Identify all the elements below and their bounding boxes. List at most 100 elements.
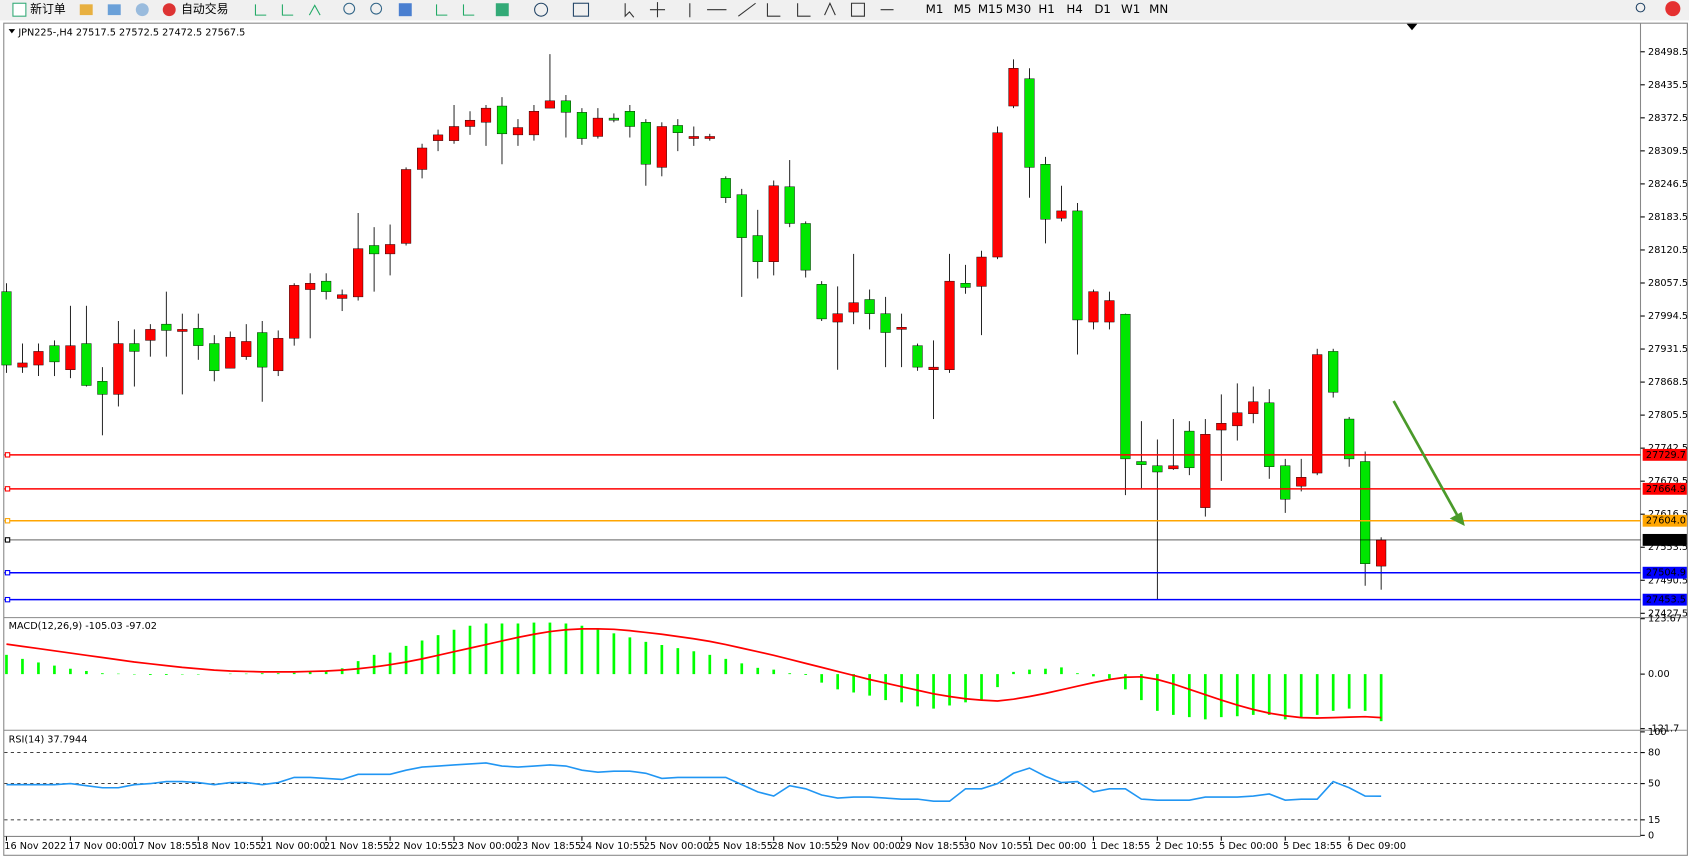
drawing-tools[interactable] bbox=[624, 1, 894, 18]
signal-line bbox=[6, 627, 1382, 719]
x-tick-label: 6 Dec 09:00 bbox=[1347, 841, 1406, 852]
candle-body bbox=[1328, 351, 1339, 393]
candle-body bbox=[800, 223, 811, 271]
menu-arrow[interactable] bbox=[8, 29, 16, 34]
candle-body bbox=[784, 186, 795, 224]
y-tick-label: -121.7 bbox=[1648, 724, 1679, 735]
price-line-handle bbox=[4, 570, 11, 576]
candle-body bbox=[1104, 300, 1115, 323]
candle-body bbox=[385, 244, 396, 255]
notifications[interactable] bbox=[1665, 1, 1681, 17]
candle-body bbox=[640, 122, 651, 165]
timeframe-button[interactable]: W1 bbox=[1121, 2, 1140, 16]
candle-body bbox=[1312, 354, 1323, 474]
candle-body bbox=[113, 343, 124, 395]
candle-body bbox=[992, 132, 1003, 258]
candle-body bbox=[1200, 434, 1211, 508]
price-label-box bbox=[1642, 482, 1687, 495]
candle-body bbox=[97, 381, 108, 395]
candle-body bbox=[401, 169, 412, 244]
timeframe-button[interactable]: D1 bbox=[1094, 2, 1111, 16]
candle-body bbox=[49, 345, 60, 363]
timeframe-button[interactable]: M1 bbox=[926, 2, 944, 16]
candle-body bbox=[81, 343, 92, 386]
rsi-title: RSI(14) 37.7944 bbox=[9, 734, 88, 745]
x-tick-label: 5 Dec 00:00 bbox=[1219, 841, 1278, 852]
icon[interactable] bbox=[135, 3, 149, 17]
candle-body bbox=[544, 100, 556, 109]
x-tick-label: 17 Nov 18:55 bbox=[132, 841, 197, 852]
arrow-annotation bbox=[1392, 400, 1459, 516]
x-tick-label: 24 Nov 10:55 bbox=[580, 841, 645, 852]
indicators[interactable] bbox=[495, 3, 509, 17]
price-label-box bbox=[1642, 514, 1687, 527]
zoom-in[interactable] bbox=[343, 2, 356, 15]
y-tick-label: 28372.5 bbox=[1648, 113, 1688, 124]
templates[interactable] bbox=[572, 2, 590, 17]
candle-body bbox=[337, 294, 348, 299]
candle-body bbox=[353, 248, 364, 298]
candle-body bbox=[496, 105, 508, 135]
y-tick-label: 27490.5 bbox=[1648, 575, 1688, 586]
candle-body bbox=[65, 345, 76, 370]
candle-body bbox=[305, 283, 316, 290]
auto-trade-icon[interactable] bbox=[162, 3, 176, 17]
y-tick-label: 100 bbox=[1648, 727, 1667, 738]
chart-frame bbox=[3, 22, 1688, 856]
new-order-icon[interactable] bbox=[12, 2, 27, 17]
x-tick-label: 29 Nov 00:00 bbox=[836, 841, 901, 852]
price-line-handle bbox=[4, 486, 11, 492]
new-order-button[interactable]: 新订单 bbox=[30, 2, 66, 16]
x-tick-label: 21 Nov 00:00 bbox=[260, 841, 325, 852]
candle-body bbox=[1120, 313, 1131, 460]
candle-body bbox=[145, 329, 156, 341]
timeframe-button[interactable]: M15 bbox=[978, 2, 1003, 16]
candle-body bbox=[1232, 412, 1243, 427]
candle-body bbox=[257, 332, 268, 368]
candle-body bbox=[576, 112, 587, 139]
zoom-out[interactable] bbox=[370, 2, 383, 15]
candle-body bbox=[225, 337, 236, 369]
x-tick-label: 23 Nov 00:00 bbox=[452, 841, 517, 852]
toolbar-buttons: 新订单 自动交易 M1 M5 M15 M30 H1 H4 D1 W1 MN bbox=[12, 1, 1681, 18]
periods[interactable] bbox=[534, 2, 549, 17]
chart-type-icons[interactable] bbox=[254, 4, 321, 16]
x-tick-label: 29 Nov 18:55 bbox=[899, 841, 964, 852]
y-tick-label: 80 bbox=[1648, 748, 1660, 759]
candle-body bbox=[289, 285, 300, 339]
candle-body bbox=[960, 283, 971, 288]
candle-body bbox=[241, 341, 252, 357]
scroll-icons[interactable] bbox=[435, 4, 475, 16]
candle-body bbox=[736, 194, 747, 238]
timeframe-button[interactable]: M30 bbox=[1006, 2, 1031, 16]
rsi-line bbox=[6, 762, 1382, 803]
y-tick-label: 27553.5 bbox=[1648, 542, 1688, 553]
candle-body bbox=[480, 107, 492, 123]
shift-marker bbox=[1406, 23, 1418, 31]
timeframe-button[interactable]: M5 bbox=[954, 2, 972, 16]
timeframe-button[interactable]: H4 bbox=[1066, 2, 1082, 16]
candle-body bbox=[1056, 210, 1067, 219]
tile[interactable] bbox=[398, 3, 412, 17]
candle-body bbox=[832, 313, 843, 323]
macd-title: MACD(12,26,9) -105.03 -97.02 bbox=[9, 621, 157, 632]
timeframe-button[interactable]: H1 bbox=[1038, 2, 1054, 16]
candle-body bbox=[1184, 430, 1195, 469]
plots: 28498.5 28435.5 28372.5 28309.5 28246.5 28183… bbox=[1, 47, 1688, 852]
auto-trade-button[interactable]: 自动交易 bbox=[181, 2, 228, 16]
candle-body bbox=[1168, 465, 1179, 470]
search[interactable] bbox=[1635, 2, 1646, 13]
price-label: 27453.5 bbox=[1646, 595, 1686, 606]
candle-body bbox=[209, 343, 220, 372]
candle-body bbox=[129, 343, 140, 352]
timeframe-button[interactable]: MN bbox=[1149, 2, 1168, 16]
main-title: JPN225-,H4 27517.5 27572.5 27472.5 27567… bbox=[17, 27, 245, 38]
y-tick-label: 50 bbox=[1648, 779, 1660, 790]
candle-body bbox=[608, 117, 619, 121]
x-tick-label: 22 Nov 10:55 bbox=[388, 841, 453, 852]
candle-body bbox=[704, 136, 715, 139]
icon[interactable] bbox=[79, 4, 93, 16]
icon[interactable] bbox=[107, 4, 121, 16]
candle-body bbox=[720, 178, 731, 199]
